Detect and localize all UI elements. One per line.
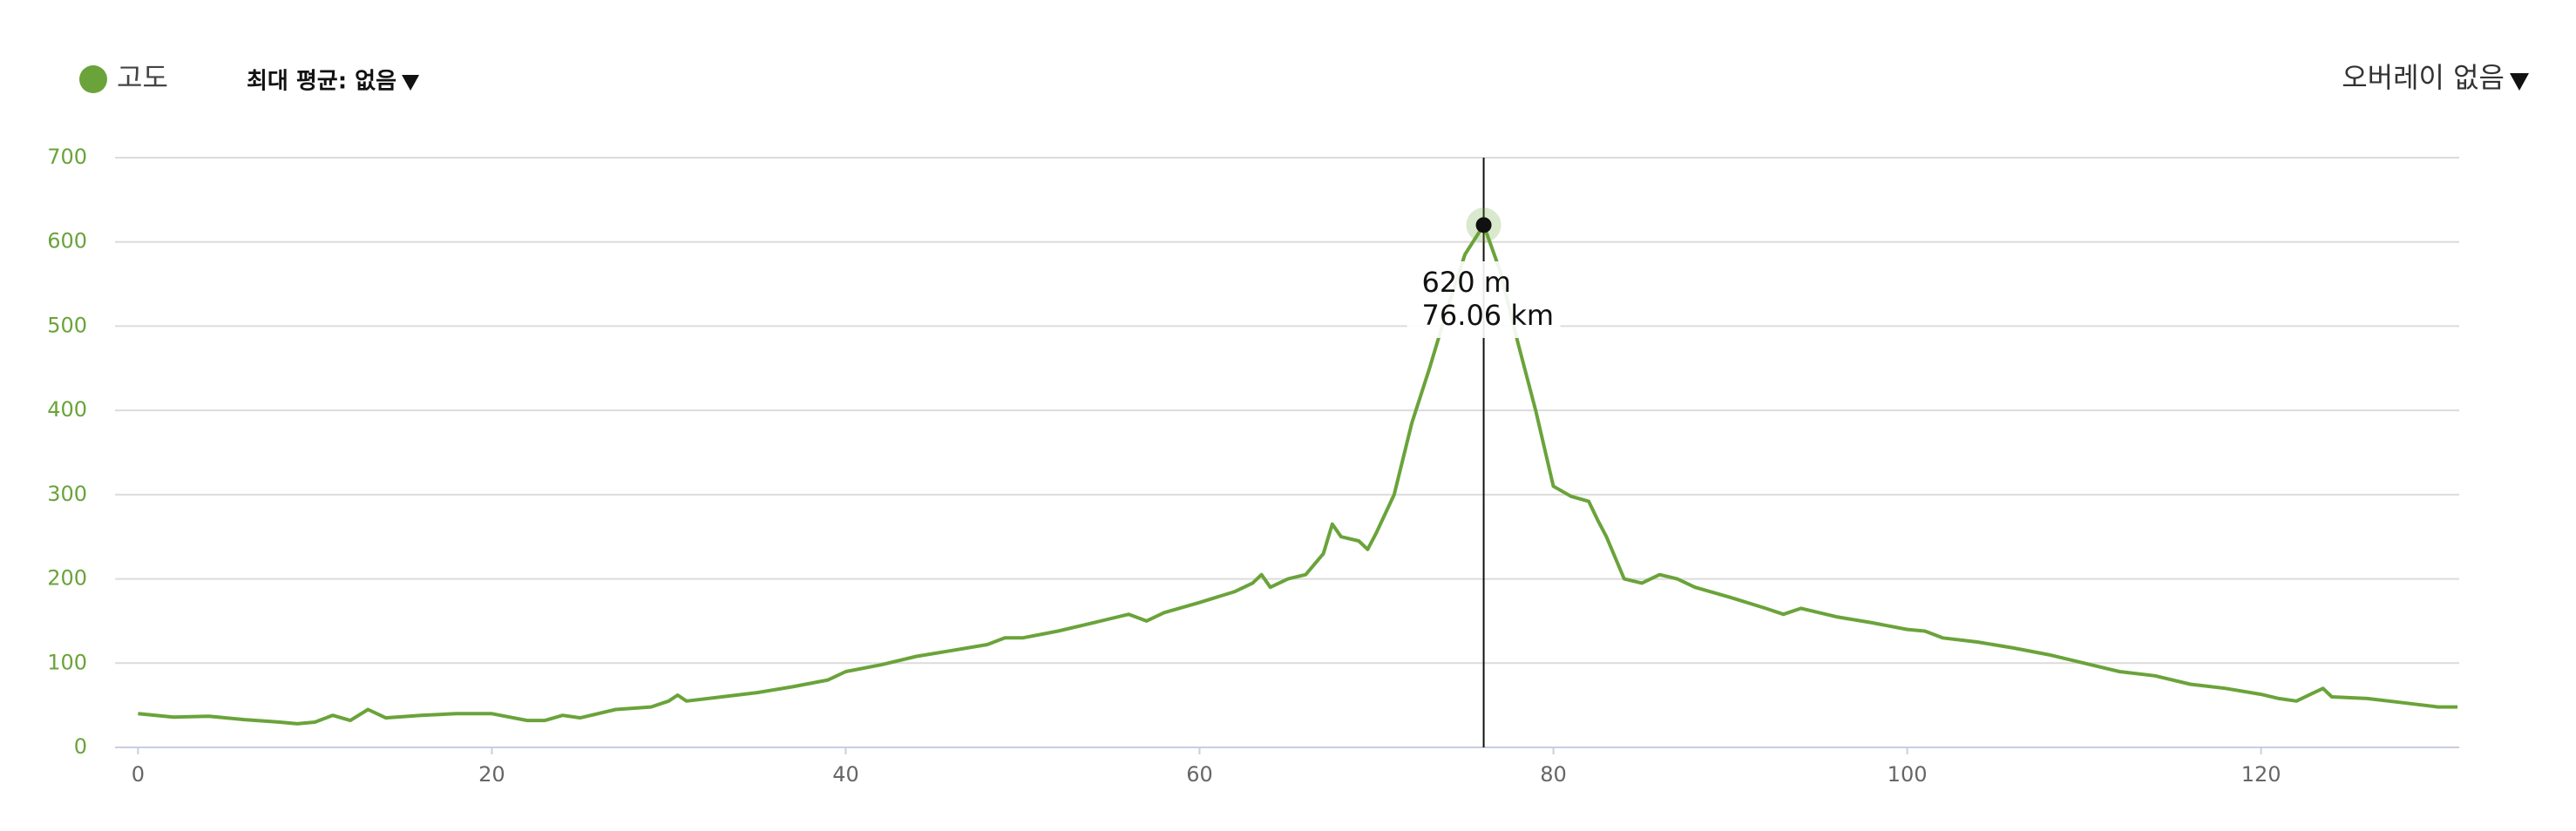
dropdown-arrow[interactable] — [2510, 73, 2529, 91]
average-dropdown[interactable]: 최대 평균: 없음 — [247, 69, 397, 95]
tooltip-y: 620 m — [1422, 266, 1511, 299]
dropdown-arrow[interactable] — [402, 75, 420, 91]
y-tick-label: 700 — [47, 145, 87, 169]
x-tick-label: 100 — [1888, 762, 1928, 787]
tooltip-bg — [1407, 261, 1561, 338]
elevation-line — [138, 223, 2457, 726]
overlay-dropdown[interactable]: 오버레이 없음 — [2342, 61, 2505, 94]
y-tick-label: 600 — [47, 229, 87, 253]
x-tick-label: 80 — [1540, 762, 1567, 787]
tooltip-x: 76.06 km — [1422, 299, 1554, 332]
y-tick-label: 200 — [47, 566, 87, 591]
y-tick-label: 300 — [47, 482, 87, 506]
y-tick-label: 400 — [47, 397, 87, 422]
x-tick-label: 40 — [832, 762, 859, 787]
y-tick-label: 500 — [47, 313, 87, 337]
legend-swatch[interactable] — [79, 65, 107, 93]
x-tick-label: 0 — [132, 762, 145, 787]
y-tick-label: 0 — [74, 734, 87, 759]
hover-point — [1475, 217, 1492, 233]
x-tick-label: 60 — [1186, 762, 1213, 787]
y-tick-label: 100 — [47, 650, 87, 674]
legend-label[interactable]: 고도 — [117, 61, 168, 94]
x-tick-label: 20 — [478, 762, 505, 787]
x-tick-label: 120 — [2241, 762, 2281, 787]
